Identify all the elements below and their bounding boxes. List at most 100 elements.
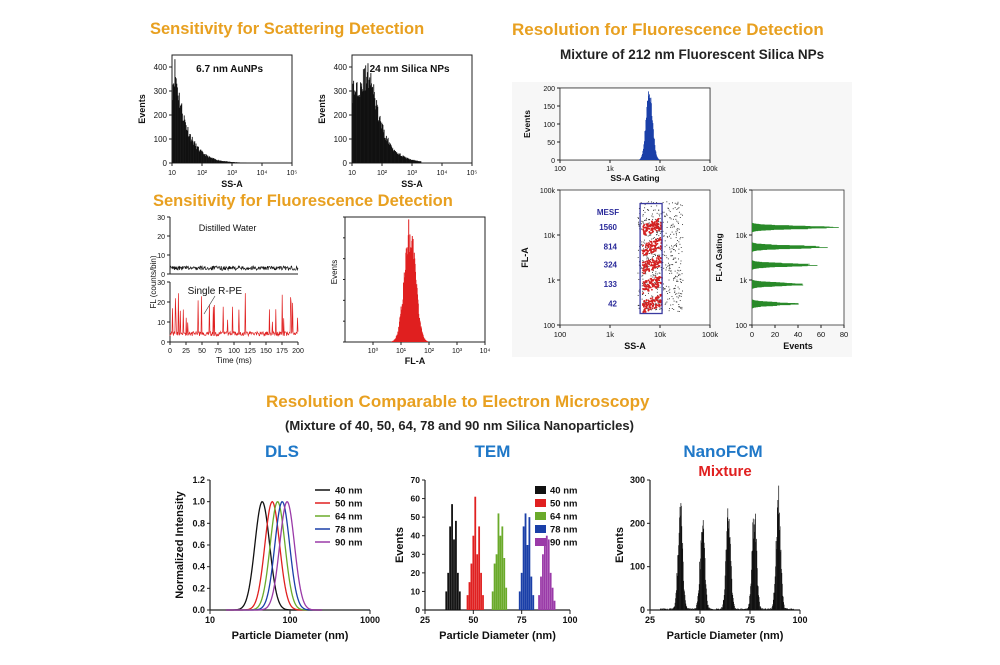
histogram-bar	[729, 537, 730, 610]
histogram-bar	[363, 90, 365, 163]
histogram-bar	[379, 117, 380, 163]
y-tick-label: 0.0	[192, 605, 205, 615]
x-tick-label: 0	[168, 348, 172, 355]
scatter-point	[679, 295, 681, 297]
histogram-bar	[366, 83, 368, 163]
histogram-bar	[693, 609, 694, 610]
scatter-point	[681, 205, 683, 207]
histogram-bar	[675, 592, 677, 610]
scatter-point	[659, 260, 662, 263]
scatter-point	[680, 269, 682, 271]
scatter-point	[648, 227, 651, 230]
scatter-point	[663, 288, 665, 290]
histogram-bar	[395, 152, 397, 163]
histogram-bar	[362, 69, 364, 163]
scatter-point	[642, 228, 645, 230]
histogram-bar	[761, 608, 763, 610]
scatter-point	[643, 210, 644, 211]
histogram-bar	[369, 85, 371, 163]
histogram-bar	[789, 608, 790, 610]
histogram-bar	[793, 608, 794, 610]
scatter-point	[668, 268, 670, 270]
histogram-bar	[406, 158, 408, 163]
histogram-bar	[361, 89, 363, 163]
scatter-point	[677, 310, 679, 312]
histogram-bar	[412, 160, 414, 163]
histogram-bar	[365, 65, 367, 163]
histogram-bar	[671, 608, 672, 610]
histogram-bar	[224, 161, 226, 163]
histogram-bar	[540, 576, 542, 610]
histogram-bar	[678, 545, 680, 610]
histogram-bar	[405, 157, 407, 163]
scatter-point	[658, 213, 660, 215]
histogram-bar	[198, 150, 200, 163]
scatter-point	[674, 216, 676, 218]
histogram-bar	[644, 141, 645, 160]
histogram-bar	[682, 542, 684, 610]
scatter-point	[653, 256, 654, 258]
histogram-bar	[749, 594, 751, 610]
histogram-bar	[388, 143, 390, 163]
scatter-point	[647, 309, 650, 312]
scatter-point	[650, 205, 652, 207]
scatter-point	[658, 238, 660, 241]
chart-title: DLS	[265, 442, 299, 461]
histogram-bar	[476, 554, 479, 610]
histogram-bar	[376, 100, 378, 163]
scatter-point	[657, 265, 660, 268]
scatter-point	[673, 249, 675, 251]
histogram-bar	[530, 576, 533, 610]
histogram-bar	[385, 137, 387, 163]
scatter-point	[646, 300, 647, 302]
histogram-bar	[417, 160, 418, 163]
scatter-point	[647, 307, 649, 309]
scatter-point	[638, 221, 639, 223]
scatter-point	[656, 308, 658, 310]
mesf-label: 324	[604, 261, 618, 270]
scatter-point	[660, 267, 662, 268]
scatter-point	[653, 274, 655, 276]
y-tick-label: 0.8	[192, 518, 205, 528]
scatter-point	[641, 241, 643, 243]
scatter-point	[669, 308, 671, 310]
histogram-bar	[778, 530, 780, 610]
histogram-bar	[226, 161, 228, 163]
scatter-point	[654, 218, 656, 220]
scatter-point	[653, 221, 656, 224]
histogram-bar	[411, 160, 413, 163]
scatter-point	[659, 257, 662, 260]
scatter-point	[680, 237, 682, 238]
histogram-bar	[702, 520, 704, 610]
scatter-point	[675, 237, 677, 239]
histogram-bar	[693, 608, 695, 610]
scatter-point	[645, 279, 648, 282]
x-axis-label: Particle Diameter (nm)	[439, 630, 556, 642]
histogram-bar	[380, 128, 382, 163]
mesf-title: MESF	[597, 208, 619, 217]
scatter-point	[670, 255, 672, 257]
histogram-bar	[455, 520, 457, 610]
scatter-point	[672, 218, 674, 220]
y-tick-label: 1.0	[192, 497, 205, 507]
x-tick-label: 50	[468, 615, 478, 625]
y-tick-label: 100	[334, 135, 348, 144]
histogram-bar	[228, 161, 230, 163]
histogram-bar	[195, 143, 197, 163]
histogram-bar	[236, 162, 238, 163]
scatter-point	[676, 281, 678, 282]
histogram-bar	[709, 608, 710, 610]
scatter-point	[679, 274, 681, 276]
scatter-point	[654, 263, 657, 266]
histogram-bar	[681, 526, 683, 610]
histogram-bar	[744, 608, 746, 610]
scatter-point	[642, 282, 643, 284]
scatter-point	[645, 227, 648, 230]
scatter-point	[659, 245, 662, 247]
histogram-bar	[665, 609, 667, 610]
x-tick-label: 10²	[377, 170, 388, 177]
scatter-point	[647, 279, 650, 282]
scatter-point	[669, 211, 671, 213]
histogram-bar	[691, 608, 692, 610]
scatter-point	[647, 292, 649, 294]
